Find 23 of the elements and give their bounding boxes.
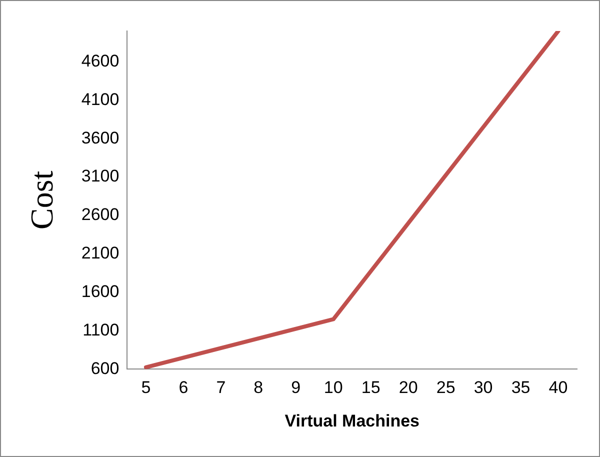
y-tick-label: 1100 <box>82 320 120 340</box>
y-tick-label: 4100 <box>81 90 120 109</box>
y-tick-label: 3100 <box>81 166 120 186</box>
x-tick-label: 40 <box>548 378 568 398</box>
y-tick-label: 4600 <box>81 51 120 70</box>
x-tick-label: 8 <box>254 378 264 398</box>
x-axis-title: Virtual Machines <box>284 411 420 430</box>
x-tick-label: 30 <box>474 378 493 398</box>
x-tick-label: 10 <box>324 378 343 398</box>
y-tick-label: 3600 <box>81 128 120 148</box>
x-tick-label: 6 <box>178 378 188 398</box>
y-tick-label: 600 <box>90 358 120 378</box>
y-tick-label: 1600 <box>81 282 120 302</box>
x-tick-label: 5 <box>141 378 151 398</box>
x-tick-label: 25 <box>436 378 456 398</box>
x-tick-label: 35 <box>511 378 530 398</box>
y-tick-label: 2600 <box>81 205 120 224</box>
y-axis-title: Cost <box>24 170 60 230</box>
x-tick-label: 15 <box>361 378 380 398</box>
x-tick-label: 20 <box>398 378 418 398</box>
x-tick-label: 7 <box>216 378 226 398</box>
y-tick-label: 2100 <box>81 244 120 263</box>
x-tick-label: 9 <box>291 378 301 398</box>
